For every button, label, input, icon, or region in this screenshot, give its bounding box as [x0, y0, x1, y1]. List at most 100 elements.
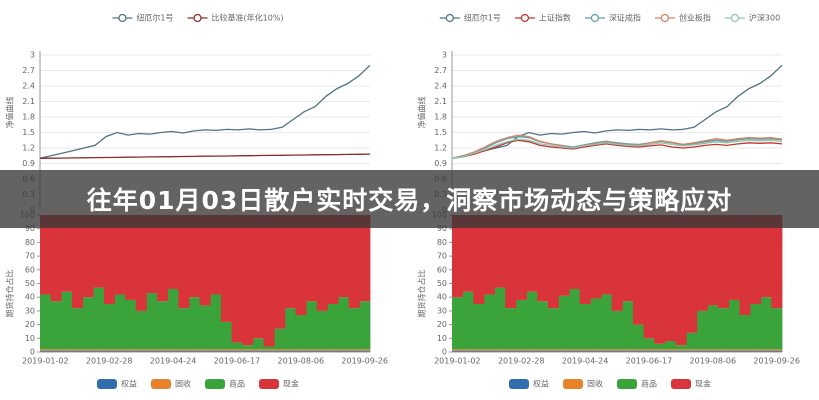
bar-segment: [579, 215, 591, 305]
bar-segment: [643, 349, 655, 351]
bar-segment: [611, 310, 623, 350]
bar-segment: [284, 215, 296, 309]
bar-segment: [505, 308, 517, 350]
y-tick-label: 40: [437, 293, 447, 302]
bar-segment: [327, 350, 339, 352]
bar-segment: [515, 215, 527, 300]
bar-segment: [675, 345, 687, 350]
bar-segment: [526, 350, 538, 352]
bar-segment: [547, 350, 559, 352]
x-tick-label: 2019-06-17: [214, 357, 261, 366]
bar-segment: [632, 215, 645, 325]
bar-segment: [40, 350, 52, 352]
bar-segment: [167, 288, 179, 350]
bar-segment: [263, 350, 275, 352]
bar-segment: [210, 294, 222, 350]
x-tick-label: 2019-08-06: [690, 357, 737, 366]
bar-segment: [739, 349, 751, 351]
bar-segment: [750, 215, 762, 305]
bar-segment: [125, 349, 137, 351]
bar-segment: [590, 215, 602, 299]
bar-segment: [696, 215, 708, 311]
bar-segment: [231, 349, 243, 351]
bar-segment: [220, 215, 233, 322]
bar-segment: [40, 215, 52, 295]
bar-segment: [760, 297, 772, 350]
bar-segment: [40, 349, 52, 351]
bar-segment: [135, 349, 147, 351]
legend-icon: [97, 379, 117, 389]
bar-segment: [338, 297, 350, 350]
bar-segment: [750, 350, 762, 352]
bar-segment: [664, 350, 676, 352]
y-tick-label: 1.5: [22, 128, 35, 137]
bar-segment: [590, 349, 602, 351]
bar-segment: [40, 294, 52, 350]
x-tick-label: 2019-08-06: [278, 357, 325, 366]
legend-icon: [151, 379, 171, 389]
bar-segment: [359, 349, 371, 351]
bar-segment: [274, 349, 286, 351]
bar-segment: [178, 350, 190, 352]
bar-segment: [483, 350, 495, 352]
bar-segment: [189, 297, 201, 350]
bar-segment: [61, 349, 73, 351]
bar-segment: [167, 350, 179, 352]
bar-segment: [348, 349, 360, 351]
bar-segment: [274, 350, 286, 352]
legend-label: 现金: [283, 379, 299, 389]
bar-segment: [61, 291, 73, 350]
bar-segment: [103, 350, 115, 352]
bar-segment: [306, 350, 318, 352]
bar-segment: [114, 350, 126, 352]
bar-segment: [547, 308, 559, 350]
bar-segment: [71, 349, 83, 351]
bar-segment: [718, 215, 730, 309]
bar-segment: [284, 349, 296, 351]
bar-segment: [242, 345, 254, 350]
bar-segment: [252, 349, 264, 351]
bar-segment: [274, 215, 286, 329]
bar-segment: [718, 308, 730, 350]
legend-label: 固收: [175, 379, 191, 389]
bar-segment: [483, 294, 495, 350]
bar-segment: [242, 350, 254, 352]
legend-label: 深证成指: [609, 13, 641, 23]
bar-segment: [210, 215, 222, 295]
bar-segment: [590, 350, 602, 352]
bar-segment: [664, 349, 676, 351]
legend-label: 比较基准(年化10%): [212, 13, 284, 23]
bar-segment: [252, 215, 264, 339]
legend-label: 纽厄尔1号: [136, 13, 173, 23]
bar-segment: [220, 350, 233, 352]
bar-segment: [125, 299, 137, 350]
legend-icon: [509, 379, 529, 389]
bar-segment: [93, 350, 105, 352]
x-tick-label: 2019-02-28: [498, 357, 545, 366]
bar-segment: [675, 350, 687, 352]
bar-segment: [220, 321, 233, 350]
bar-segment: [189, 349, 201, 351]
y-tick-label: 0: [442, 348, 447, 357]
bar-segment: [316, 350, 328, 352]
bar-segment: [515, 299, 527, 350]
y-tick-label: 1.2: [434, 144, 447, 153]
bar-segment: [125, 350, 137, 352]
legend-icon: [563, 379, 583, 389]
bar-segment: [220, 349, 233, 351]
bar-segment: [632, 350, 645, 352]
bar-segment: [306, 301, 318, 350]
line-series: [451, 139, 783, 159]
bar-segment: [601, 294, 613, 350]
bar-segment: [338, 349, 350, 351]
y-axis-label: 期货持仓占比: [5, 270, 15, 318]
bar-segment: [622, 349, 634, 351]
y-tick-label: 2.4: [434, 82, 447, 91]
bar-segment: [50, 349, 62, 351]
bar-segment: [547, 349, 559, 351]
bar-segment: [494, 287, 506, 350]
legend-icon: [118, 13, 127, 23]
bar-segment: [718, 349, 730, 351]
bar-segment: [558, 349, 570, 351]
